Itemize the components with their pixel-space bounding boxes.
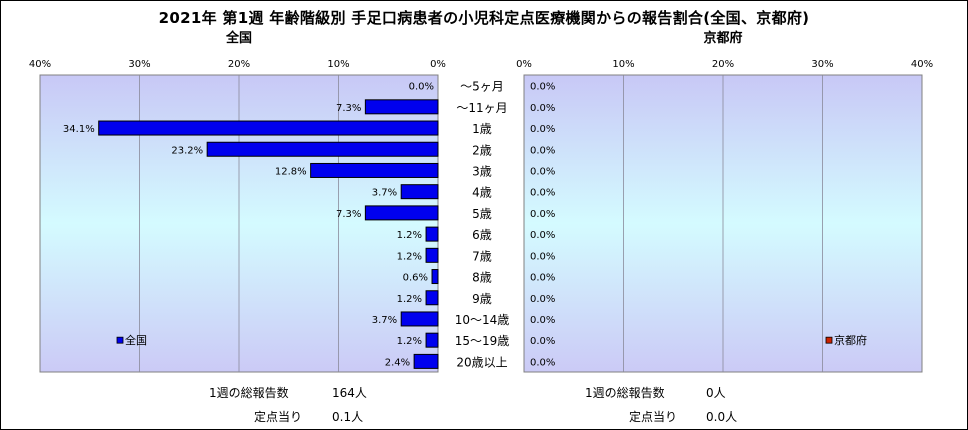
national-tick-label: 30% (128, 59, 150, 70)
category-label: 5歳 (472, 207, 492, 221)
national-data-label: 0.0% (409, 82, 434, 93)
national-bar (98, 120, 439, 136)
kyoto-per-value: 0.0人 (706, 410, 738, 424)
kyoto-data-label: 0.0% (530, 209, 555, 220)
chart-canvas: 40% 30% 20% 10% 0% 0.0% 7.3% 34.1% 23.2% 12.8% 3.7… (29, 59, 933, 373)
national-data-label: 3.7% (372, 315, 397, 326)
category-label: 9歳 (472, 292, 492, 306)
kyoto-data-label: 0.0% (530, 166, 555, 177)
national-bar (431, 269, 439, 285)
kyoto-total-value: 0人 (706, 386, 726, 400)
national-total-value: 164人 (332, 386, 367, 400)
kyoto-tick-label: 0% (516, 59, 532, 70)
national-data-label: 12.8% (275, 166, 307, 177)
national-data-label: 2.4% (385, 357, 410, 368)
chart-title: 2021年 第1週 年齢階級別 手足口病患者の小児科定点医療機関からの報告割合(… (158, 9, 810, 27)
national-data-label: 1.2% (397, 230, 422, 241)
national-total-label: 1週の総報告数 (209, 386, 289, 400)
kyoto-total-label: 1週の総報告数 (585, 386, 665, 400)
national-bar (413, 353, 439, 369)
national-data-label: 1.2% (397, 294, 422, 305)
kyoto-data-label: 0.0% (530, 145, 555, 156)
national-panel-title: 全国 (225, 31, 252, 46)
kyoto-per-label: 定点当り (629, 410, 678, 424)
category-label: 1歳 (472, 122, 492, 136)
kyoto-legend-label: 京都府 (834, 333, 867, 347)
national-legend-label: 全国 (125, 333, 147, 347)
kyoto-tick-label: 40% (911, 59, 933, 70)
kyoto-legend-swatch (825, 336, 833, 344)
national-data-label: 3.7% (372, 188, 397, 199)
kyoto-data-label: 0.0% (530, 188, 555, 199)
national-bar (364, 99, 439, 115)
national-data-label: 34.1% (63, 124, 95, 135)
national-bar (310, 162, 439, 178)
kyoto-data-label: 0.0% (530, 336, 555, 347)
national-data-label: 23.2% (171, 145, 203, 156)
kyoto-data-label: 0.0% (530, 103, 555, 114)
national-bar (400, 311, 439, 327)
national-tick-label: 20% (228, 59, 250, 70)
national-bar (425, 290, 439, 306)
category-label: 4歳 (472, 186, 492, 200)
national-bar (425, 247, 439, 263)
kyoto-data-label: 0.0% (530, 82, 555, 93)
national-per-label: 定点当り (254, 410, 303, 424)
national-tick-label: 10% (327, 59, 349, 70)
category-label: 20歳以上 (456, 355, 507, 369)
national-data-label: 1.2% (397, 251, 422, 262)
national-bar (425, 226, 439, 242)
category-label: ～11ヶ月 (456, 101, 507, 115)
national-per-value: 0.1人 (332, 410, 364, 424)
kyoto-tick-label: 10% (612, 59, 634, 70)
national-data-label: 7.3% (336, 103, 361, 114)
national-legend-swatch (116, 336, 124, 344)
category-label: 2歳 (472, 143, 492, 157)
national-bar (206, 141, 439, 157)
kyoto-panel-title: 京都府 (703, 31, 743, 46)
kyoto-data-label: 0.0% (530, 294, 555, 305)
kyoto-data-label: 0.0% (530, 315, 555, 326)
kyoto-data-label: 0.0% (530, 251, 555, 262)
kyoto-tick-label: 20% (712, 59, 734, 70)
national-data-label: 7.3% (336, 209, 361, 220)
national-data-label: 1.2% (397, 336, 422, 347)
category-label: 10～14歳 (455, 313, 510, 327)
category-label: 6歳 (472, 228, 492, 242)
category-label: 15～19歳 (455, 334, 510, 348)
national-bar (364, 205, 439, 221)
category-label: ～5ヶ月 (460, 80, 504, 94)
kyoto-data-label: 0.0% (530, 230, 555, 241)
kyoto-tick-label: 30% (811, 59, 833, 70)
kyoto-data-label: 0.0% (530, 357, 555, 368)
national-bar (425, 332, 439, 348)
national-bar (400, 184, 439, 200)
national-data-label: 0.6% (403, 273, 428, 284)
kyoto-data-label: 0.0% (530, 273, 555, 284)
national-tick-label: 40% (29, 59, 51, 70)
kyoto-data-label: 0.0% (530, 124, 555, 135)
category-label: 8歳 (472, 271, 492, 285)
category-label: 7歳 (472, 249, 492, 263)
category-label: 3歳 (472, 164, 492, 178)
national-tick-label: 0% (430, 59, 446, 70)
